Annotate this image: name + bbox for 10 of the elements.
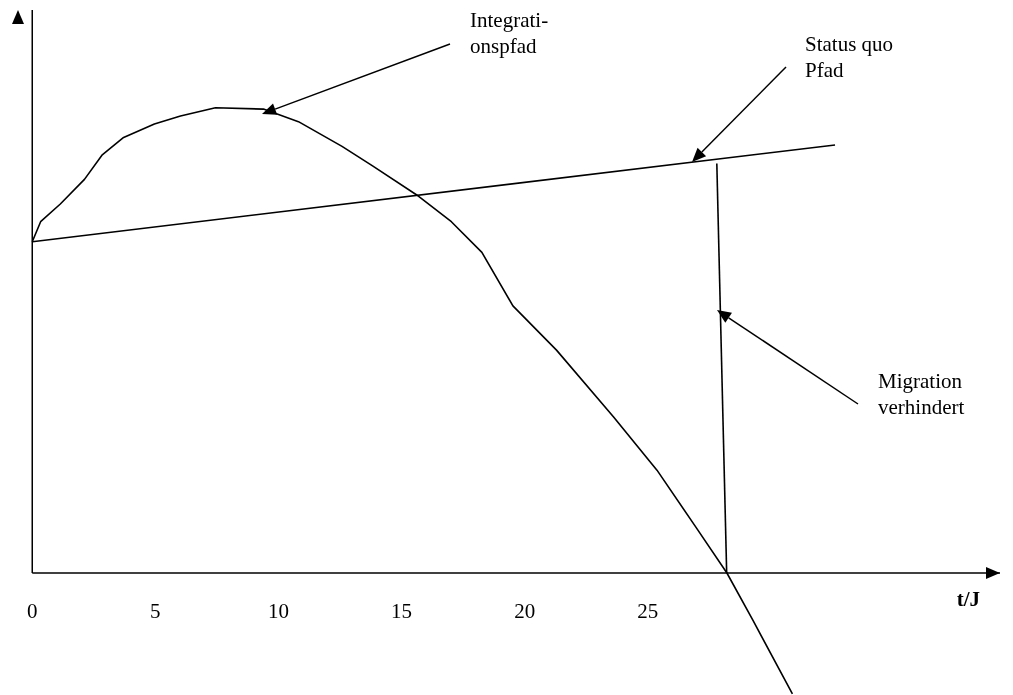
- text: Status quo Pfad: [805, 32, 894, 83]
- x-axis-title: t/J: [956, 586, 980, 611]
- x-tick-label: 25: [637, 599, 659, 624]
- x-tick-label: 5: [150, 599, 161, 624]
- x-tick-label: 10: [268, 599, 289, 624]
- x-tick-label: 0: [27, 599, 38, 624]
- x-tick-label: 20: [514, 599, 536, 624]
- x-tick-label: 15: [391, 599, 413, 624]
- text: Integrati- onspfad: [470, 8, 549, 59]
- annotation: Migration verhindert: [878, 369, 965, 420]
